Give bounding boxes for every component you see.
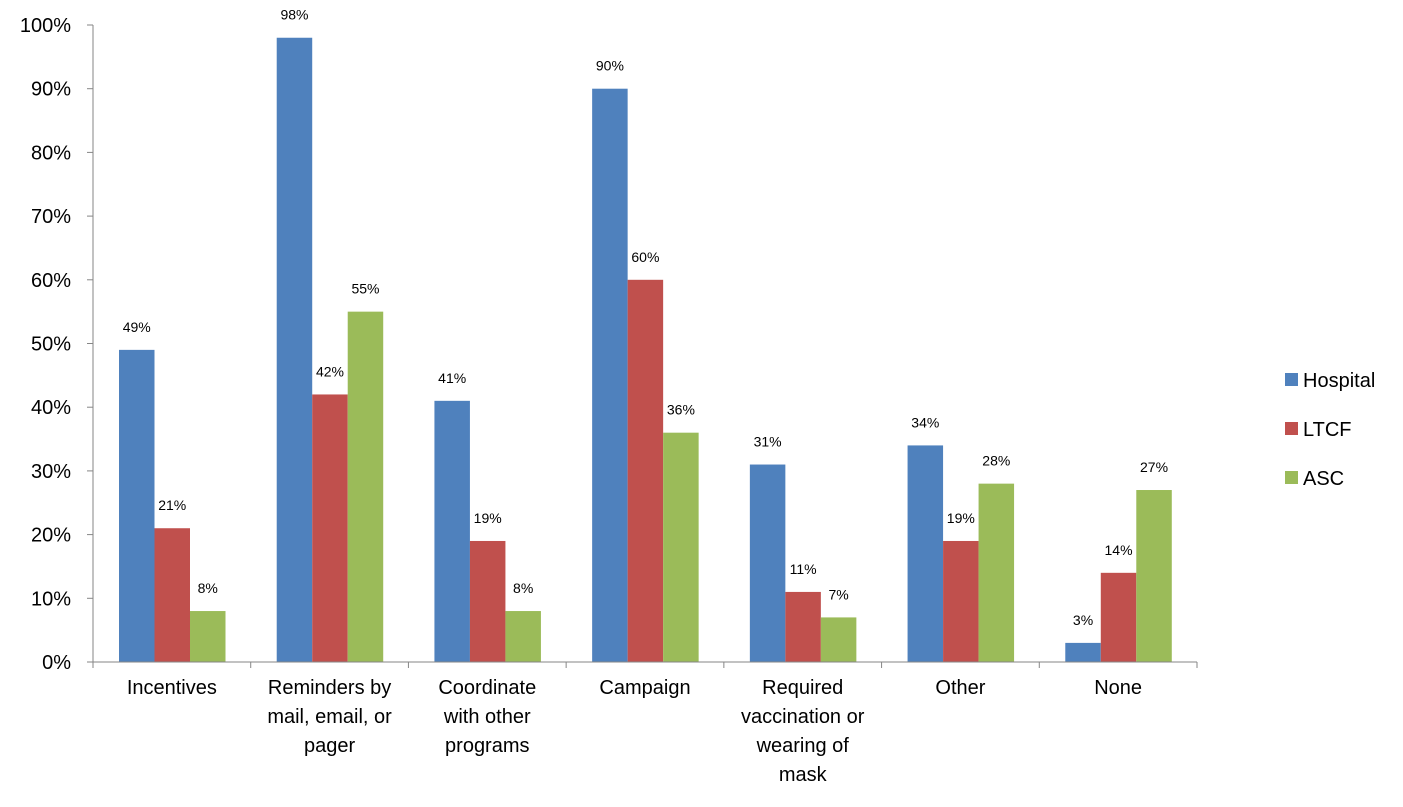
data-label: 8% bbox=[513, 580, 533, 596]
bar-asc bbox=[190, 611, 226, 662]
data-label: 14% bbox=[1105, 542, 1133, 558]
bar-ltcf bbox=[469, 540, 506, 662]
bar-asc bbox=[663, 432, 699, 662]
data-label: 90% bbox=[596, 58, 624, 74]
y-tick-label: 30% bbox=[31, 461, 71, 483]
bar-ltcf bbox=[785, 591, 821, 662]
bar-ltcf bbox=[154, 528, 190, 662]
y-tick-label: 40% bbox=[31, 397, 71, 419]
legend: Hospital LTCF ASC bbox=[1285, 370, 1375, 490]
data-label: 41% bbox=[438, 370, 466, 386]
data-label: 21% bbox=[158, 497, 186, 513]
data-label: 11% bbox=[790, 561, 817, 577]
data-label: 31% bbox=[754, 434, 782, 450]
x-tick-label: Other bbox=[935, 677, 985, 699]
x-tick-label-line: wearing of bbox=[756, 735, 850, 757]
y-tick-label: 0% bbox=[42, 652, 71, 674]
y-tick-label: 60% bbox=[31, 270, 71, 292]
x-tick-label-line: vaccination or bbox=[741, 706, 865, 728]
bar-ltcf bbox=[312, 394, 348, 662]
data-label: 36% bbox=[667, 402, 695, 418]
y-tick-label: 100% bbox=[20, 15, 71, 37]
x-tick-label: Coordinate with other programs bbox=[438, 677, 536, 757]
x-tick-label-line: Campaign bbox=[599, 677, 690, 699]
bar-asc bbox=[820, 617, 857, 662]
y-tick-label: 90% bbox=[31, 79, 71, 101]
bar-hospital bbox=[749, 464, 786, 662]
bar-hospital bbox=[434, 400, 470, 662]
data-label: 49% bbox=[123, 319, 151, 335]
legend-swatch-ltcf bbox=[1285, 422, 1298, 435]
bar-asc bbox=[1136, 490, 1172, 662]
x-axis-ticks: Incentives Reminders by mail, email, or pag… bbox=[92, 662, 1198, 786]
x-tick-label-line: Incentives bbox=[127, 677, 217, 699]
x-tick-label: Incentives bbox=[127, 677, 217, 699]
legend-swatch-asc bbox=[1285, 471, 1298, 484]
legend-label-asc: ASC bbox=[1303, 468, 1344, 490]
x-tick-label-line: Other bbox=[935, 677, 985, 699]
data-label: 19% bbox=[474, 510, 502, 526]
data-label: 98% bbox=[280, 7, 308, 23]
bar-hospital bbox=[119, 349, 155, 662]
x-tick-label-line: mail, email, or bbox=[267, 706, 392, 728]
bar-hospital bbox=[907, 445, 944, 662]
x-tick-label-line: None bbox=[1094, 677, 1142, 699]
y-tick-label: 20% bbox=[31, 525, 71, 547]
bar-hospital bbox=[276, 37, 313, 663]
data-label: 27% bbox=[1140, 459, 1168, 475]
bar-asc bbox=[347, 311, 384, 662]
bar-asc bbox=[978, 483, 1015, 662]
bar-ltcf bbox=[1100, 572, 1137, 662]
legend-label-ltcf: LTCF bbox=[1303, 419, 1352, 441]
data-label: 34% bbox=[911, 414, 939, 430]
x-tick-label: Required vaccination or wearing of mask bbox=[741, 677, 865, 786]
x-tick-label: Campaign bbox=[599, 677, 690, 699]
data-label: 3% bbox=[1073, 612, 1093, 628]
legend-label-hospital: Hospital bbox=[1303, 370, 1375, 392]
x-tick-label: None bbox=[1094, 677, 1142, 699]
x-tick-label-line: mask bbox=[779, 764, 828, 786]
x-tick-label-line: Reminders by bbox=[268, 677, 391, 699]
legend-swatch-hospital bbox=[1285, 373, 1298, 386]
bar-hospital bbox=[1065, 642, 1101, 662]
bar-hospital bbox=[592, 88, 628, 662]
bar-ltcf bbox=[627, 279, 664, 662]
data-label: 28% bbox=[982, 453, 1010, 469]
data-labels: 49% 21% 8% 98% 42% 55% 41% 19% 8% 90% 60% 36% 31% 11%… bbox=[123, 7, 1168, 628]
y-tick-label: 50% bbox=[31, 334, 71, 356]
data-label: 19% bbox=[947, 510, 975, 526]
data-label: 55% bbox=[351, 281, 379, 297]
data-label: 8% bbox=[198, 580, 218, 596]
data-label: 60% bbox=[631, 249, 659, 265]
x-tick-label: Reminders by mail, email, or pager bbox=[267, 677, 392, 757]
y-axis-ticks: 0% 10% 20% 30% 40% 50% 60% 70% 80% 90% 100% bbox=[20, 15, 93, 674]
x-tick-label-line: Required bbox=[762, 677, 843, 699]
x-tick-label-line: programs bbox=[445, 735, 529, 757]
data-label: 7% bbox=[828, 586, 848, 602]
bar-asc bbox=[505, 611, 541, 662]
bar-ltcf bbox=[943, 540, 979, 662]
x-tick-label-line: with other bbox=[443, 706, 531, 728]
axes bbox=[92, 25, 1197, 663]
y-tick-label: 70% bbox=[31, 206, 71, 228]
x-tick-label-line: Coordinate bbox=[438, 677, 536, 699]
y-tick-label: 80% bbox=[31, 142, 71, 164]
bars bbox=[119, 37, 1172, 663]
data-label: 42% bbox=[316, 363, 344, 379]
y-tick-label: 10% bbox=[31, 588, 71, 610]
x-tick-label-line: pager bbox=[304, 735, 355, 757]
